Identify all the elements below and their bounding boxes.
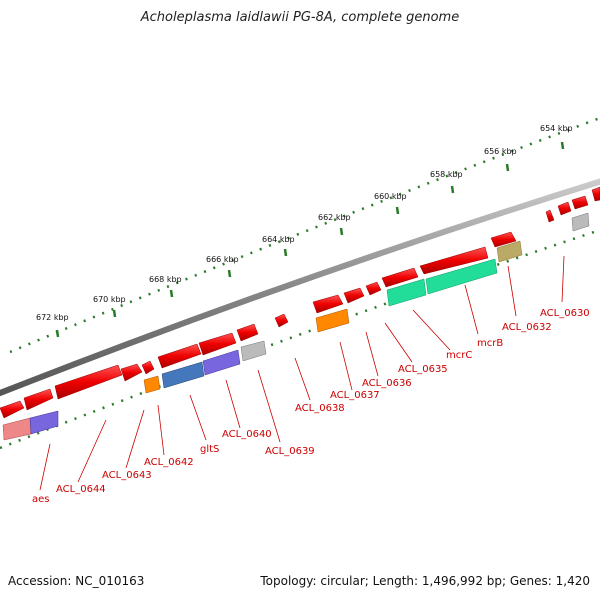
cds-feature xyxy=(54,364,123,400)
gene-label-acl-0642: ACL_0642 xyxy=(144,457,194,468)
cds-feature xyxy=(120,363,143,382)
blue-feature xyxy=(161,361,205,389)
gene-label-acl-0636: ACL_0636 xyxy=(362,378,412,389)
pink-feature xyxy=(2,417,32,441)
grey-feature xyxy=(240,340,267,362)
olive-feature xyxy=(496,240,523,263)
scale-label-658: 658 kbp xyxy=(430,170,463,179)
cds-feature xyxy=(141,360,155,375)
map-title: Acholeplasma laidlawii PG-8A, complete g… xyxy=(140,10,460,25)
cds-features xyxy=(0,186,600,419)
gene-label-mcrc: mcrC xyxy=(446,350,472,361)
scale-major-ticks xyxy=(55,141,565,338)
gene-label-acl-0639: ACL_0639 xyxy=(265,446,315,457)
cds-feature xyxy=(591,186,600,202)
scale-labels: 654 kbp 656 kbp 658 kbp 660 kbp 662 kbp … xyxy=(36,124,573,322)
cds-feature xyxy=(557,201,572,216)
green-feature xyxy=(425,258,498,295)
gene-label-mcrb: mcrB xyxy=(477,338,503,349)
purple-feature xyxy=(202,349,241,376)
gene-label-acl-0635: ACL_0635 xyxy=(398,364,448,375)
secondary-features xyxy=(2,212,590,441)
purple-feature xyxy=(29,410,59,435)
scale-label-664: 664 kbp xyxy=(262,235,295,244)
grey-feature xyxy=(571,212,590,232)
cds-feature xyxy=(545,209,555,223)
cds-feature xyxy=(312,294,344,314)
cds-feature xyxy=(198,332,237,356)
cds-feature xyxy=(157,343,202,369)
gene-label-aes: aes xyxy=(32,494,50,505)
scale-label-670: 670 kbp xyxy=(93,295,126,304)
genome-summary-text: Topology: circular; Length: 1,496,992 bp… xyxy=(260,574,590,588)
inner-tick-ring xyxy=(0,228,600,450)
scale-label-660: 660 kbp xyxy=(374,192,407,201)
label-leaders xyxy=(39,255,565,491)
cds-feature xyxy=(0,400,25,419)
cds-feature xyxy=(23,388,54,411)
gene-label-acl-0638: ACL_0638 xyxy=(295,403,345,414)
cds-feature xyxy=(571,195,589,210)
scale-label-656: 656 kbp xyxy=(484,147,517,156)
cds-feature xyxy=(236,323,259,342)
gene-label-acl-0632: ACL_0632 xyxy=(502,322,552,333)
scale-label-654: 654 kbp xyxy=(540,124,573,133)
genome-backbone xyxy=(0,178,600,397)
cds-feature xyxy=(381,267,419,288)
gene-label-acl-0630: ACL_0630 xyxy=(540,308,590,319)
accession-text: Accession: NC_010163 xyxy=(8,574,145,588)
cds-feature xyxy=(419,246,489,275)
cds-feature xyxy=(343,287,365,304)
cds-feature xyxy=(490,231,517,248)
gene-label-acl-0640: ACL_0640 xyxy=(222,429,272,440)
scale-label-672: 672 kbp xyxy=(36,313,69,322)
cds-feature xyxy=(274,313,289,328)
scale-label-666: 666 kbp xyxy=(206,255,239,264)
scale-label-668: 668 kbp xyxy=(149,275,182,284)
orange-feature xyxy=(143,375,161,394)
gene-label-glts: gltS xyxy=(200,444,219,455)
cds-feature xyxy=(365,281,382,296)
gene-label-acl-0637: ACL_0637 xyxy=(330,390,380,401)
gene-labels: ACL_0630 ACL_0632 mcrB mcrC ACL_0635 ACL… xyxy=(32,308,590,505)
scale-label-662: 662 kbp xyxy=(318,213,351,222)
gene-label-acl-0644: ACL_0644 xyxy=(56,484,106,495)
green-feature xyxy=(386,278,427,307)
gene-label-acl-0643: ACL_0643 xyxy=(102,470,152,481)
orange-feature xyxy=(315,308,350,333)
